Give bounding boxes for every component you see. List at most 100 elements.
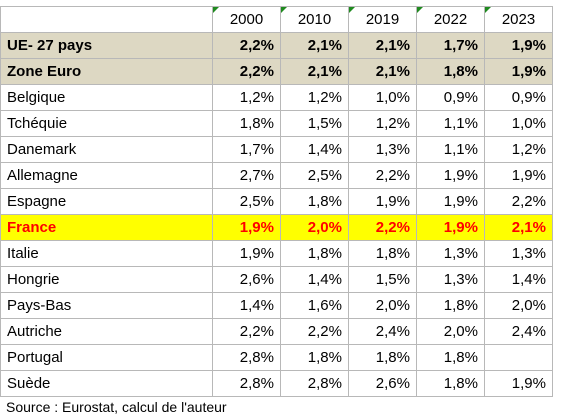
value-cell[interactable]: 1,9% (416, 214, 485, 241)
header-year: 2022 (433, 11, 468, 28)
value-cell[interactable]: 1,8% (280, 188, 349, 215)
country-cell[interactable]: Danemark (0, 136, 213, 163)
value-cell[interactable]: 1,9% (212, 214, 281, 241)
value-cell[interactable]: 1,2% (348, 110, 417, 137)
value-cell[interactable]: 2,2% (212, 32, 281, 59)
value-cell[interactable]: 2,2% (212, 58, 281, 85)
error-indicator-icon (417, 7, 423, 13)
header-year-cell[interactable]: 2000 (212, 6, 281, 33)
value-cell[interactable]: 2,0% (484, 292, 553, 319)
value-cell[interactable]: 1,4% (280, 136, 349, 163)
value-cell[interactable]: 2,2% (348, 214, 417, 241)
value-cell[interactable]: 1,9% (484, 32, 553, 59)
value-cell[interactable]: 2,2% (348, 162, 417, 189)
table-row: Allemagne 2,7% 2,5% 2,2% 1,9% 1,9% (0, 162, 553, 189)
value-cell[interactable]: 1,4% (280, 266, 349, 293)
value-cell[interactable]: 1,8% (416, 370, 485, 397)
error-indicator-icon (281, 7, 287, 13)
table-row: Pays-Bas 1,4% 1,6% 2,0% 1,8% 2,0% (0, 292, 553, 319)
value-cell[interactable]: 2,4% (348, 318, 417, 345)
value-cell[interactable]: 1,9% (348, 188, 417, 215)
value-cell[interactable]: 1,7% (416, 32, 485, 59)
value-cell[interactable]: 2,1% (348, 32, 417, 59)
value-cell[interactable]: 2,2% (212, 318, 281, 345)
value-cell[interactable]: 1,5% (280, 110, 349, 137)
value-cell[interactable]: 1,8% (416, 344, 485, 371)
value-cell[interactable]: 2,2% (280, 318, 349, 345)
country-cell[interactable]: Autriche (0, 318, 213, 345)
value-cell[interactable]: 1,3% (416, 240, 485, 267)
value-cell[interactable]: 1,1% (416, 136, 485, 163)
value-cell[interactable]: 2,1% (280, 58, 349, 85)
value-cell[interactable]: 2,0% (416, 318, 485, 345)
header-row: 2000 2010 2019 2022 2023 (0, 6, 553, 33)
value-cell[interactable]: 1,3% (348, 136, 417, 163)
country-cell[interactable]: Italie (0, 240, 213, 267)
value-cell[interactable]: 1,8% (212, 110, 281, 137)
value-cell[interactable]: 1,3% (416, 266, 485, 293)
country-cell[interactable]: Hongrie (0, 266, 213, 293)
value-cell[interactable]: 1,8% (416, 58, 485, 85)
value-cell[interactable]: 1,2% (212, 84, 281, 111)
value-cell[interactable]: 1,2% (280, 84, 349, 111)
country-cell[interactable]: Tchéquie (0, 110, 213, 137)
country-cell[interactable]: UE- 27 pays (0, 32, 213, 59)
value-cell[interactable]: 2,7% (212, 162, 281, 189)
value-cell[interactable]: 1,1% (416, 110, 485, 137)
header-year: 2023 (501, 11, 536, 28)
value-cell[interactable]: 1,9% (484, 370, 553, 397)
value-cell[interactable]: 1,3% (484, 240, 553, 267)
value-cell[interactable]: 0,9% (484, 84, 553, 111)
value-cell[interactable]: 2,8% (212, 370, 281, 397)
table-row: Autriche 2,2% 2,2% 2,4% 2,0% 2,4% (0, 318, 553, 345)
country-cell[interactable]: Portugal (0, 344, 213, 371)
value-cell[interactable]: 1,8% (348, 240, 417, 267)
value-cell[interactable]: 2,1% (280, 32, 349, 59)
value-cell[interactable]: 1,9% (212, 240, 281, 267)
value-cell[interactable]: 2,8% (280, 370, 349, 397)
value-cell[interactable]: 1,9% (484, 162, 553, 189)
country-cell[interactable]: Suède (0, 370, 213, 397)
country-cell[interactable]: France (0, 214, 213, 241)
value-cell[interactable]: 2,0% (348, 292, 417, 319)
value-cell[interactable]: 2,6% (348, 370, 417, 397)
value-cell[interactable]: 1,0% (484, 110, 553, 137)
header-corner-cell[interactable] (0, 6, 213, 33)
value-cell[interactable]: 0,9% (416, 84, 485, 111)
table-row: Belgique 1,2% 1,2% 1,0% 0,9% 0,9% (0, 84, 553, 111)
value-cell[interactable]: 1,8% (280, 344, 349, 371)
value-cell[interactable]: 1,5% (348, 266, 417, 293)
country-cell[interactable]: Pays-Bas (0, 292, 213, 319)
country-cell[interactable]: Espagne (0, 188, 213, 215)
value-cell[interactable]: 1,8% (280, 240, 349, 267)
value-cell[interactable]: 1,0% (348, 84, 417, 111)
value-cell[interactable]: 1,4% (212, 292, 281, 319)
value-cell[interactable]: 2,6% (212, 266, 281, 293)
value-cell[interactable]: 1,8% (416, 292, 485, 319)
value-cell[interactable]: 2,1% (348, 58, 417, 85)
country-cell[interactable]: Belgique (0, 84, 213, 111)
value-cell[interactable]: 2,0% (280, 214, 349, 241)
value-cell[interactable]: 2,8% (212, 344, 281, 371)
value-cell[interactable]: 2,5% (280, 162, 349, 189)
value-cell[interactable]: 2,4% (484, 318, 553, 345)
value-cell[interactable]: 1,2% (484, 136, 553, 163)
header-year-cell[interactable]: 2019 (348, 6, 417, 33)
header-year-cell[interactable]: 2010 (280, 6, 349, 33)
value-cell[interactable]: 1,9% (484, 58, 553, 85)
header-year-cell[interactable]: 2022 (416, 6, 485, 33)
value-cell[interactable]: 1,8% (348, 344, 417, 371)
value-cell[interactable] (484, 344, 553, 371)
header-year-cell[interactable]: 2023 (484, 6, 553, 33)
country-cell[interactable]: Zone Euro (0, 58, 213, 85)
value-cell[interactable]: 1,6% (280, 292, 349, 319)
value-cell[interactable]: 2,1% (484, 214, 553, 241)
country-cell[interactable]: Allemagne (0, 162, 213, 189)
value-cell[interactable]: 1,9% (416, 162, 485, 189)
header-year: 2000 (229, 11, 264, 28)
value-cell[interactable]: 2,5% (212, 188, 281, 215)
value-cell[interactable]: 1,7% (212, 136, 281, 163)
value-cell[interactable]: 2,2% (484, 188, 553, 215)
value-cell[interactable]: 1,4% (484, 266, 553, 293)
value-cell[interactable]: 1,9% (416, 188, 485, 215)
